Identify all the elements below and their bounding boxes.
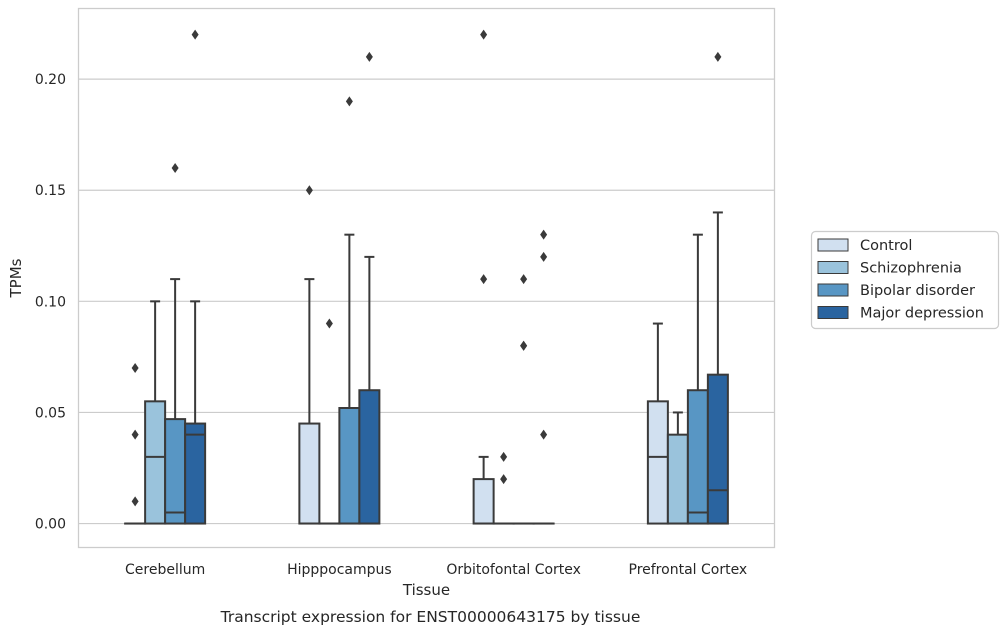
y-tick-label: 0.00: [35, 517, 66, 533]
legend-label: Schizophrenia: [860, 261, 962, 277]
legend-label: Major depression: [860, 306, 984, 322]
box: [338, 407, 361, 525]
x-tick-label: Prefrontal Cortex: [629, 562, 748, 578]
legend-box: [810, 230, 1000, 330]
x-tick-label: Cerebellum: [125, 562, 205, 578]
legend-swatch: [817, 238, 849, 252]
outlier-point: [131, 429, 139, 440]
category-group: [124, 29, 207, 525]
box-series: [124, 29, 729, 525]
legend-label: Bipolar disorder: [860, 283, 975, 299]
outlier-point: [480, 29, 488, 40]
y-tick-label: 0.20: [35, 72, 66, 88]
chart-caption: Transcript expression for ENST0000064317…: [220, 608, 641, 626]
x-axis-label: Tissue: [402, 581, 450, 599]
outlier-point: [520, 340, 528, 351]
outlier-point: [500, 474, 508, 485]
outlier-point: [540, 229, 548, 240]
category-group: [298, 51, 381, 525]
box: [298, 422, 321, 525]
outlier-point: [345, 96, 353, 107]
x-tick-label: Orbitofontal Cortex: [446, 562, 581, 578]
y-tick-label: 0.15: [35, 183, 66, 199]
outlier-point: [131, 363, 139, 373]
y-tick-label: 0.05: [35, 405, 66, 421]
box: [472, 478, 495, 525]
box: [144, 400, 167, 525]
outlier-point: [540, 429, 548, 440]
legend-swatch: [817, 283, 849, 297]
legend: Control Schizophrenia Bipolar disorder Majo…: [810, 230, 1000, 330]
outlier-point: [171, 163, 179, 173]
plot-frame: [77, 7, 776, 549]
y-axis-label: TPMs: [7, 258, 25, 298]
outlier-point: [191, 29, 199, 40]
outlier-point: [480, 274, 488, 285]
outlier-point: [131, 496, 139, 507]
outlier-point: [305, 185, 313, 196]
x-tick-label: Hipppocampus: [287, 562, 392, 578]
box: [706, 373, 729, 525]
box: [666, 433, 689, 525]
category-group: [646, 51, 729, 525]
outlier-point: [325, 318, 333, 329]
outlier-point: [714, 51, 722, 62]
outlier-point: [540, 251, 548, 262]
legend-swatch: [817, 306, 849, 319]
outlier-point: [520, 274, 528, 285]
box: [164, 418, 187, 525]
legend-swatch: [817, 261, 849, 274]
box: [184, 422, 207, 525]
y-axis-ticks: 0.00 0.05 0.10 0.15 0.20: [35, 72, 66, 532]
legend-label: Control: [860, 238, 912, 254]
x-axis-ticks: Cerebellum Hipppocampus Orbitofontal Corte…: [125, 562, 747, 578]
box: [686, 389, 709, 525]
outlier-point: [365, 51, 373, 62]
y-tick-label: 0.10: [35, 294, 66, 310]
box: [358, 389, 381, 525]
box: [646, 400, 669, 525]
category-group: [472, 29, 555, 525]
outlier-point: [500, 451, 508, 462]
